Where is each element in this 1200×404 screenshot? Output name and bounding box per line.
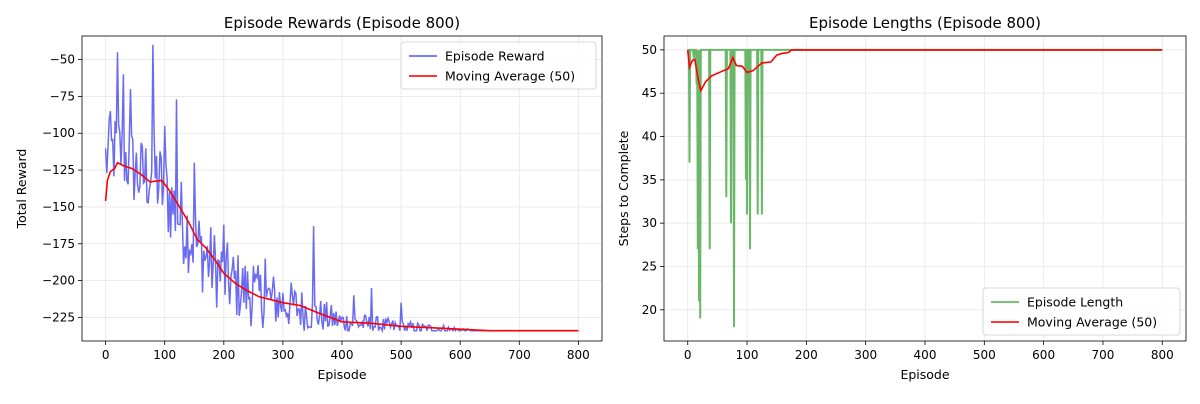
legend-box bbox=[982, 287, 1181, 336]
y-tick-label: 25 bbox=[642, 259, 657, 273]
x-tick-label: 300 bbox=[271, 348, 294, 362]
x-tick-label: 500 bbox=[390, 348, 413, 362]
series-line-moving-average bbox=[104, 161, 579, 332]
x-tick-label: 600 bbox=[1032, 348, 1055, 362]
x-tick-label: 800 bbox=[567, 348, 590, 362]
legend-label: Episode Reward bbox=[445, 49, 545, 64]
plot-area bbox=[104, 44, 579, 334]
y-tick-label: 50 bbox=[642, 43, 657, 57]
chart-2: 0 100 200 300 400 500 600 700 800 20 25 30 35 40 45 50 E… bbox=[616, 14, 1187, 382]
y-tick-label: −100 bbox=[42, 126, 75, 140]
y-tick-label: 40 bbox=[642, 130, 657, 144]
chart-title: Episode Lengths (Episode 800) bbox=[809, 14, 1041, 32]
x-axis-label: Episode bbox=[317, 367, 366, 382]
chart-title: Episode Rewards (Episode 800) bbox=[224, 14, 460, 32]
x-tick-label: 800 bbox=[1151, 348, 1174, 362]
y-tick-label: 35 bbox=[642, 173, 657, 187]
y-tick-label: −50 bbox=[50, 53, 75, 67]
y-tick-label: −75 bbox=[50, 89, 75, 103]
x-tick-label: 200 bbox=[212, 348, 235, 362]
x-tick-label: 400 bbox=[914, 348, 937, 362]
y-tick-label: −175 bbox=[42, 237, 75, 251]
x-tick-label: 300 bbox=[854, 348, 877, 362]
y-tick-label: 45 bbox=[642, 86, 657, 100]
y-tick-label: −150 bbox=[42, 200, 75, 214]
y-tick-label: 20 bbox=[642, 303, 657, 317]
x-tick-label: 700 bbox=[508, 348, 531, 362]
y-tick-label: −125 bbox=[42, 163, 75, 177]
x-tick-label: 500 bbox=[973, 348, 996, 362]
x-tick-label: 0 bbox=[684, 348, 692, 362]
y-axis-label: Total Reward bbox=[14, 149, 29, 230]
x-tick-label: 200 bbox=[795, 348, 818, 362]
chart-1: 0 100 200 300 400 500 600 700 800 −225 −200 −175 −15… bbox=[14, 14, 603, 382]
plot-area bbox=[686, 48, 1163, 328]
x-tick-label: 100 bbox=[153, 348, 176, 362]
y-tick-label: −200 bbox=[42, 274, 75, 288]
legend-box bbox=[400, 41, 597, 90]
x-tick-label: 100 bbox=[736, 348, 759, 362]
series-line-episode-length bbox=[687, 48, 1163, 328]
x-axis-label: Episode bbox=[900, 367, 949, 382]
y-tick-label: 30 bbox=[642, 216, 657, 230]
x-tick-label: 600 bbox=[449, 348, 472, 362]
x-tick-label: 400 bbox=[331, 348, 354, 362]
series-line-moving-average bbox=[686, 49, 1163, 93]
y-axis-label: Steps to Complete bbox=[616, 130, 631, 246]
y-tick-label: −225 bbox=[42, 310, 75, 324]
legend-label: Moving Average (50) bbox=[445, 69, 575, 84]
x-tick-label: 0 bbox=[102, 348, 110, 362]
legend: Episode Reward Moving Average (50) bbox=[400, 41, 597, 90]
legend-label: Episode Length bbox=[1027, 295, 1123, 310]
legend-label: Moving Average (50) bbox=[1027, 315, 1157, 330]
x-tick-label: 700 bbox=[1092, 348, 1115, 362]
legend: Episode Length Moving Average (50) bbox=[982, 287, 1181, 336]
